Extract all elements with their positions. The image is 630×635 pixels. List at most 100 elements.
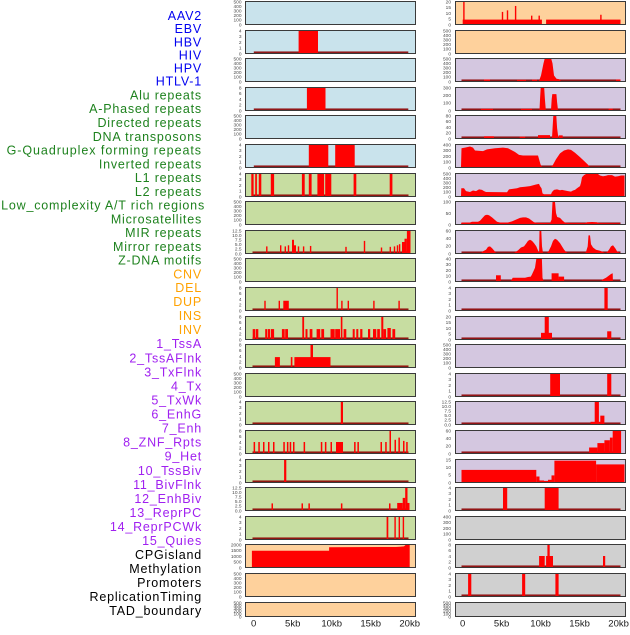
svg-text:12.5: 12.5 — [232, 485, 242, 491]
svg-text:500: 500 — [233, 256, 241, 262]
svg-text:4: 4 — [448, 485, 451, 491]
svg-text:0: 0 — [251, 619, 256, 630]
svg-text:14_ReprPCWk: 14_ReprPCWk — [110, 520, 202, 534]
svg-text:60: 60 — [446, 228, 452, 234]
svg-text:1000: 1000 — [231, 554, 242, 560]
svg-text:200: 200 — [233, 609, 241, 615]
svg-text:10: 10 — [446, 11, 452, 17]
svg-text:1: 1 — [448, 303, 451, 309]
svg-text:8: 8 — [239, 428, 242, 434]
svg-text:3: 3 — [448, 377, 451, 383]
svg-text:300: 300 — [443, 180, 451, 186]
svg-text:1: 1 — [239, 160, 242, 166]
svg-text:2: 2 — [239, 411, 242, 417]
svg-text:200: 200 — [233, 70, 241, 76]
svg-text:50: 50 — [446, 211, 452, 217]
svg-text:100: 100 — [443, 361, 451, 367]
svg-text:100: 100 — [443, 47, 451, 53]
svg-text:200: 200 — [233, 213, 241, 219]
svg-text:8: 8 — [239, 85, 242, 91]
svg-text:3: 3 — [448, 491, 451, 497]
svg-text:0: 0 — [448, 508, 451, 514]
svg-text:10.0: 10.0 — [232, 490, 242, 496]
svg-text:400: 400 — [233, 376, 241, 382]
svg-text:7_Enh: 7_Enh — [162, 422, 202, 436]
svg-text:12.5: 12.5 — [442, 399, 452, 405]
svg-text:8: 8 — [239, 314, 242, 320]
svg-text:8: 8 — [239, 285, 242, 291]
svg-text:400: 400 — [443, 33, 451, 39]
svg-text:0: 0 — [239, 308, 242, 314]
svg-text:2: 2 — [239, 332, 242, 338]
svg-text:100: 100 — [443, 75, 451, 81]
svg-text:400: 400 — [233, 4, 241, 10]
svg-text:0: 0 — [448, 565, 451, 571]
svg-text:500: 500 — [233, 560, 241, 566]
svg-text:4: 4 — [239, 171, 242, 177]
svg-text:INV: INV — [179, 323, 202, 337]
svg-text:G-Quadruplex forming repeats: G-Quadruplex forming repeats — [7, 144, 202, 158]
svg-text:0: 0 — [448, 51, 451, 57]
svg-text:15: 15 — [446, 5, 452, 11]
svg-text:20kb: 20kb — [399, 619, 420, 630]
svg-text:6: 6 — [239, 348, 242, 354]
svg-text:200: 200 — [443, 356, 451, 362]
svg-text:20: 20 — [446, 0, 452, 5]
svg-text:2000: 2000 — [231, 542, 242, 548]
svg-text:5: 5 — [448, 17, 451, 23]
svg-text:500: 500 — [233, 600, 241, 606]
svg-text:0.0: 0.0 — [235, 251, 242, 257]
svg-text:0: 0 — [448, 194, 451, 200]
svg-text:0: 0 — [448, 614, 451, 620]
svg-text:TAD_boundary: TAD_boundary — [109, 604, 202, 618]
svg-text:0: 0 — [239, 51, 242, 57]
svg-text:100: 100 — [443, 199, 451, 205]
svg-text:1500: 1500 — [231, 548, 242, 554]
svg-text:DNA transposons: DNA transposons — [93, 130, 202, 144]
svg-text:300: 300 — [443, 65, 451, 71]
svg-text:500: 500 — [443, 28, 451, 34]
svg-text:0: 0 — [448, 136, 451, 142]
svg-text:2: 2 — [239, 183, 242, 189]
svg-text:0: 0 — [448, 222, 451, 228]
svg-text:10.0: 10.0 — [232, 233, 242, 239]
svg-text:2: 2 — [239, 446, 242, 452]
svg-text:12.5: 12.5 — [232, 228, 242, 234]
svg-text:100: 100 — [233, 611, 241, 617]
svg-text:300: 300 — [233, 265, 241, 271]
svg-text:500: 500 — [233, 371, 241, 377]
svg-text:6_EnhG: 6_EnhG — [151, 408, 202, 422]
svg-text:Directed repeats: Directed repeats — [97, 116, 202, 130]
svg-text:100: 100 — [443, 611, 451, 617]
svg-text:1: 1 — [239, 417, 242, 423]
svg-text:8: 8 — [239, 342, 242, 348]
svg-text:2: 2 — [239, 154, 242, 160]
svg-text:HPV: HPV — [174, 62, 202, 76]
svg-text:100: 100 — [233, 590, 241, 596]
svg-text:0: 0 — [239, 165, 242, 171]
svg-text:6: 6 — [239, 320, 242, 326]
svg-text:2: 2 — [448, 297, 451, 303]
svg-text:0: 0 — [239, 194, 242, 200]
svg-text:CNV: CNV — [173, 267, 202, 281]
svg-text:Promoters: Promoters — [137, 576, 202, 590]
svg-text:0: 0 — [448, 451, 451, 457]
svg-text:1: 1 — [239, 46, 242, 52]
svg-text:1: 1 — [448, 389, 451, 395]
svg-text:0: 0 — [460, 619, 465, 630]
svg-text:100: 100 — [233, 75, 241, 81]
svg-text:0: 0 — [448, 22, 451, 28]
svg-text:2: 2 — [448, 583, 451, 589]
svg-text:4: 4 — [239, 514, 242, 520]
svg-text:500: 500 — [443, 56, 451, 62]
svg-text:10kb: 10kb — [530, 619, 551, 630]
svg-text:5kb: 5kb — [285, 619, 300, 630]
svg-text:300: 300 — [233, 606, 241, 612]
svg-text:0.0: 0.0 — [444, 422, 451, 428]
svg-text:300: 300 — [443, 85, 451, 91]
svg-text:200: 200 — [443, 93, 451, 99]
svg-text:0: 0 — [239, 222, 242, 228]
svg-text:4: 4 — [448, 285, 451, 291]
svg-text:200: 200 — [443, 42, 451, 48]
svg-text:40: 40 — [446, 236, 452, 242]
